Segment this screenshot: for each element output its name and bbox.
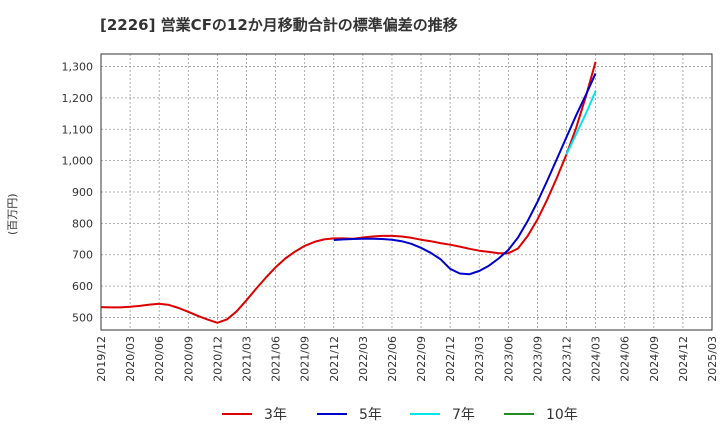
x-tick-label: 2024/09 [648, 336, 661, 382]
plot-frame [100, 53, 713, 331]
legend-label: 5年 [359, 407, 382, 423]
y-tick-label: 500 [72, 311, 93, 324]
legend-label: 10年 [546, 407, 578, 423]
x-tick-label: 2021/12 [328, 336, 341, 382]
legend-label: 3年 [264, 407, 287, 423]
legend-swatch [410, 413, 440, 415]
legend-item: 5年 [317, 404, 382, 424]
x-tick-label: 2022/06 [386, 336, 399, 382]
legend-swatch [317, 413, 347, 415]
x-tick-label: 2020/09 [182, 336, 195, 382]
x-tick-label: 2022/12 [444, 336, 457, 382]
series-line-7年 [565, 90, 597, 155]
x-tick-label: 2024/06 [619, 336, 632, 382]
grid-lines [100, 54, 713, 330]
y-tick-label: 1,000 [62, 155, 94, 168]
chart-title: [2226] 営業CFの12か月移動合計の標準偏差の推移 [100, 16, 458, 34]
x-tick-label: 2023/06 [502, 336, 515, 382]
x-tick-label: 2025/03 [706, 336, 719, 382]
series-line-5年 [333, 72, 597, 276]
x-tick-label: 2024/03 [590, 336, 603, 382]
y-tick-label: 600 [72, 280, 93, 293]
legend-item: 3年 [222, 404, 287, 424]
y-tick-label: 1,300 [62, 61, 94, 74]
y-tick-labels: 500 600 700 800 900 1,000 1,100 1,200 1,300 [62, 61, 94, 325]
x-tick-label: 2022/09 [415, 336, 428, 382]
x-tick-label: 2024/12 [677, 336, 690, 382]
legend-swatch [504, 413, 534, 415]
legend-item: 10年 [504, 404, 578, 424]
y-tick-label: 900 [72, 186, 93, 199]
x-tick-label: 2023/12 [561, 336, 574, 382]
legend-swatch [222, 413, 252, 415]
y-tick-label: 1,100 [62, 123, 94, 136]
y-tick-label: 800 [72, 217, 93, 230]
x-tick-label: 2023/03 [473, 336, 486, 382]
x-tick-label: 2020/12 [211, 336, 224, 382]
x-tick-label: 2020/03 [124, 336, 137, 382]
series-lines [100, 61, 597, 324]
x-tick-label: 2021/06 [270, 336, 283, 382]
x-tick-label: 2021/09 [299, 336, 312, 382]
y-tick-label: 700 [72, 249, 93, 262]
legend-item: 7年 [410, 404, 475, 424]
x-tick-label: 2022/03 [357, 336, 370, 382]
x-tick-label: 2019/12 [95, 336, 108, 382]
x-tick-label: 2023/09 [531, 336, 544, 382]
y-tick-label: 1,200 [62, 92, 94, 105]
legend-label: 7年 [452, 407, 475, 423]
x-tick-labels: 2019/12 2020/03 2020/06 2020/09 2020/12 2021/… [95, 336, 719, 382]
x-tick-label: 2020/06 [153, 336, 166, 382]
legend: 3年 5年 7年 10年 [0, 404, 720, 428]
x-tick-label: 2021/03 [240, 336, 253, 382]
